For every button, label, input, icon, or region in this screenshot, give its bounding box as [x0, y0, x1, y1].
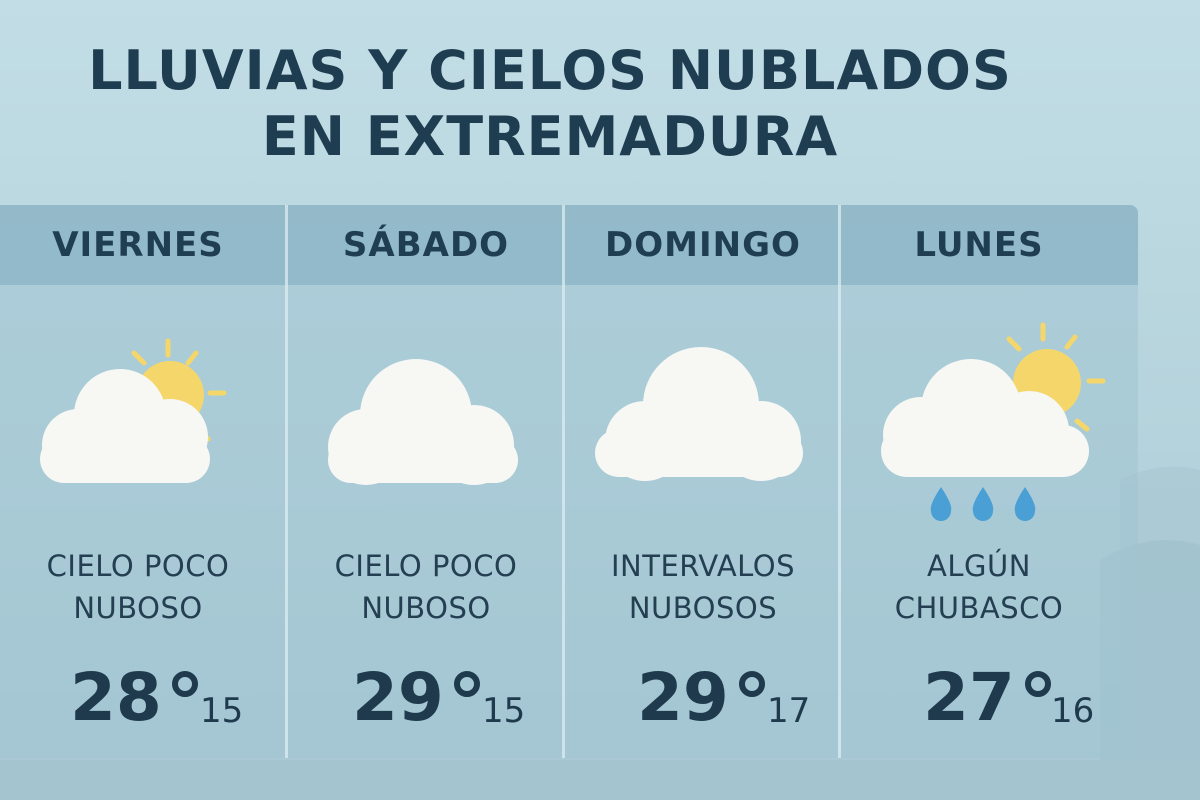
sun-behind-cloud-icon: [40, 338, 227, 483]
min-temperature: 17: [767, 691, 811, 731]
description-line-1: CIELO POCO: [46, 549, 230, 583]
day-label: SÁBADO: [342, 225, 510, 265]
page-title: LLUVIAS Y CIELOS NUBLADOS EN EXTREMADURA: [0, 38, 1100, 170]
max-temperature: 29: [637, 659, 729, 736]
day-label: VIERNES: [52, 225, 224, 265]
weather-description: CIELO POCO NUBOSO: [288, 545, 564, 629]
temperatures: 29 15: [288, 653, 564, 743]
column-divider: [285, 205, 288, 758]
cloud-icon: [595, 347, 803, 481]
forecast-day-friday: VIERNES CIELO POCO NUBOSO 28: [0, 205, 276, 758]
title-line-2: EN EXTREMADURA: [261, 105, 839, 168]
weather-description: INTERVALOS NUBOSOS: [565, 545, 841, 629]
description-line-2: NUBOSO: [73, 591, 203, 625]
title-line-1: LLUVIAS Y CIELOS NUBLADOS: [88, 39, 1012, 102]
degree-symbol: [454, 671, 480, 697]
weather-description: ALGÚN CHUBASCO: [841, 545, 1117, 629]
column-divider: [838, 205, 841, 758]
sun-cloud-rain-icon: [881, 322, 1106, 521]
min-temperature: 15: [482, 691, 526, 731]
degree-symbol: [172, 671, 198, 697]
description-line-2: NUBOSOS: [628, 591, 778, 625]
description-line-1: ALGÚN: [927, 549, 1031, 583]
description-line-1: CIELO POCO: [334, 549, 518, 583]
min-temperature: 16: [1051, 691, 1095, 731]
temperatures: 27 16: [841, 653, 1117, 743]
description-line-2: NUBOSO: [361, 591, 491, 625]
forecast-board: VIERNES CIELO POCO NUBOSO 28: [0, 205, 1138, 758]
temperatures: 28 15: [0, 653, 276, 743]
day-label: LUNES: [914, 225, 1044, 265]
day-label: DOMINGO: [605, 225, 801, 265]
degree-symbol: [739, 671, 765, 697]
max-temperature: 27: [923, 659, 1015, 736]
temperatures: 29 17: [565, 653, 841, 743]
max-temperature: 28: [70, 659, 162, 736]
description-line-1: INTERVALOS: [610, 549, 796, 583]
max-temperature: 29: [352, 659, 444, 736]
cloud-icon: [328, 359, 518, 485]
degree-symbol: [1025, 671, 1051, 697]
forecast-day-monday: LUNES ALGÚN CHUB: [841, 205, 1117, 758]
forecast-day-sunday: DOMINGO INTERVALOS NUBOSOS 29 17: [565, 205, 841, 758]
weather-description: CIELO POCO NUBOSO: [0, 545, 276, 629]
column-divider: [562, 205, 565, 758]
forecast-header-band: [0, 205, 1138, 285]
description-line-2: CHUBASCO: [894, 591, 1064, 625]
min-temperature: 15: [200, 691, 244, 731]
forecast-day-saturday: SÁBADO CIELO POCO NUBOSO 29 15: [288, 205, 564, 758]
